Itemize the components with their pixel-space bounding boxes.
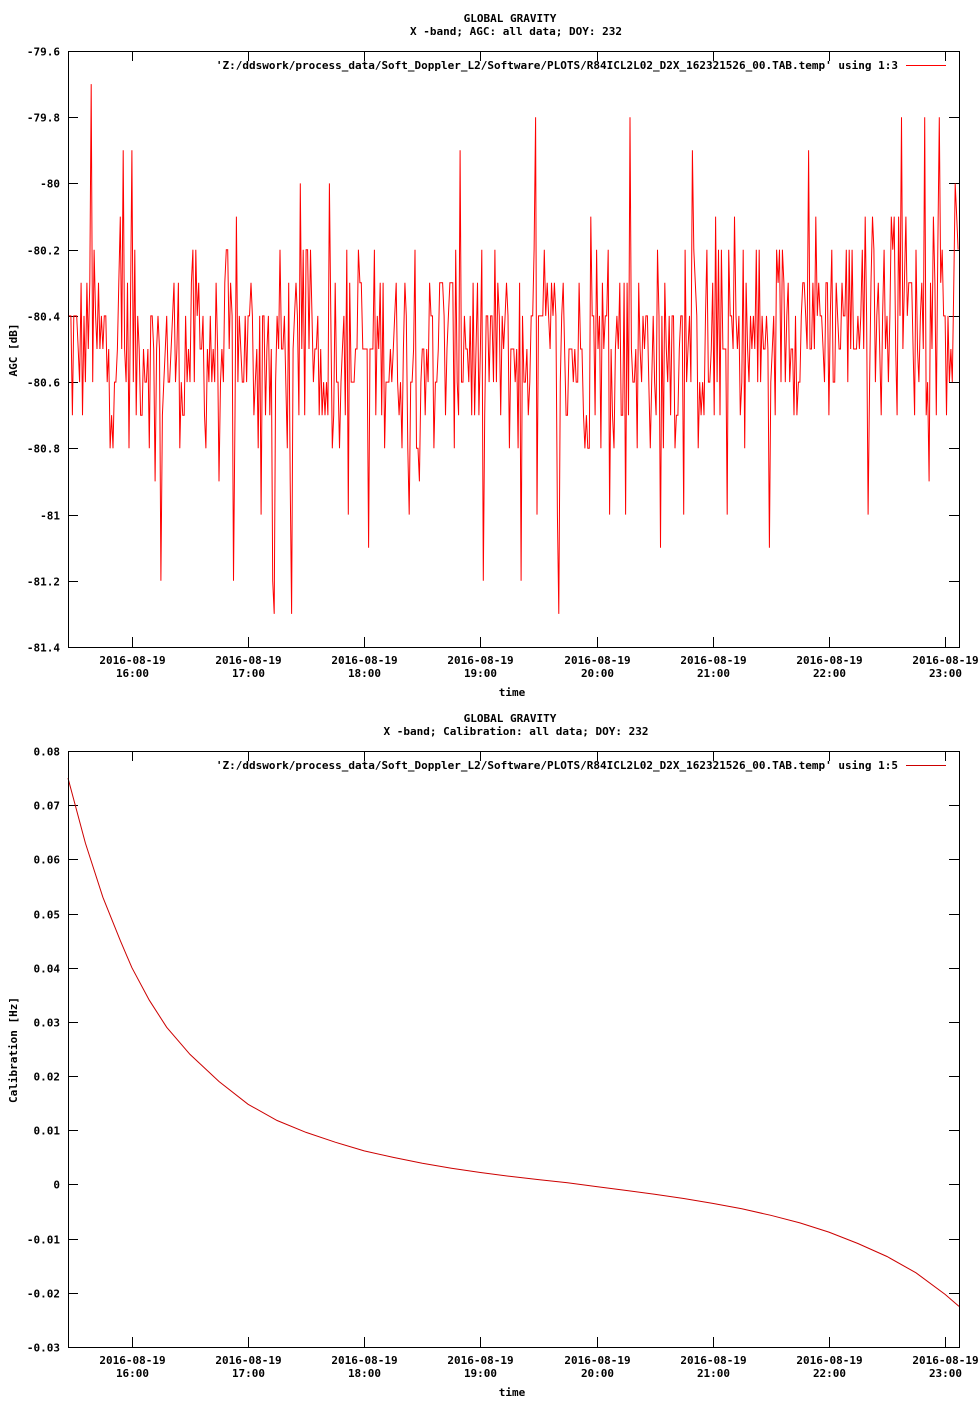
agc-x-tick-time: 21:00 [697, 667, 730, 680]
calibration-x-tick-date: 2016-08-19 [680, 1354, 746, 1367]
agc-x-axis-label: time [499, 686, 526, 699]
calibration-plot-border [68, 751, 960, 1348]
calibration-y-tick-label: 0.08 [34, 746, 61, 759]
calibration-x-tick-date: 2016-08-19 [331, 1354, 397, 1367]
agc-x-tick-time: 19:00 [464, 667, 497, 680]
calibration-x-tick-date: 2016-08-19 [447, 1354, 513, 1367]
agc-y-axis-label: AGC [dB] [7, 324, 20, 377]
agc-x-tick-time: 17:00 [232, 667, 265, 680]
calibration-panel: GLOBAL GRAVITY X -band; Calibration: all… [7, 712, 979, 1399]
agc-x-tick-date: 2016-08-19 [447, 654, 513, 667]
agc-x-tick-date: 2016-08-19 [564, 654, 630, 667]
calibration-y-tick-label: 0.07 [34, 800, 61, 813]
agc-y-tick-label: -81.2 [27, 576, 60, 589]
agc-chart-title: GLOBAL GRAVITY [464, 12, 557, 25]
agc-y-tick-label: -80.4 [27, 311, 60, 324]
calibration-y-tick-label: 0.02 [34, 1071, 61, 1084]
calibration-y-tick-label: -0.01 [27, 1234, 60, 1247]
calibration-y-axis-label-group: Calibration [Hz] [7, 997, 20, 1103]
agc-x-tick-time: 23:00 [929, 667, 962, 680]
calibration-y-tick-label: 0.03 [34, 1017, 61, 1030]
agc-y-axis-label-group: AGC [dB] [7, 324, 20, 377]
agc-legend-label: 'Z:/ddswork/process_data/Soft_Doppler_L2… [216, 59, 898, 72]
agc-y-tick-label: -80.8 [27, 443, 60, 456]
agc-plot-border [68, 51, 960, 648]
agc-x-ticks: 2016-08-1916:002016-08-1917:002016-08-19… [99, 51, 979, 680]
calibration-y-axis-label: Calibration [Hz] [7, 997, 20, 1103]
agc-y-tick-label: -80 [40, 178, 60, 191]
agc-x-tick-date: 2016-08-19 [680, 654, 746, 667]
calibration-y-tick-label: 0 [53, 1179, 60, 1192]
calibration-series [67, 777, 960, 1307]
agc-x-tick-date: 2016-08-19 [99, 654, 165, 667]
calibration-x-ticks: 2016-08-1916:002016-08-1917:002016-08-19… [99, 751, 979, 1380]
agc-x-tick-time: 16:00 [116, 667, 149, 680]
agc-x-tick-date: 2016-08-19 [331, 654, 397, 667]
calibration-chart-subtitle: X -band; Calibration: all data; DOY: 232 [384, 725, 649, 738]
calibration-y-tick-label: 0.01 [34, 1125, 61, 1138]
agc-x-tick-date: 2016-08-19 [215, 654, 281, 667]
calibration-x-tick-time: 23:00 [929, 1367, 962, 1380]
agc-series [68, 84, 959, 614]
agc-series-line [68, 84, 959, 614]
agc-x-tick-date: 2016-08-19 [796, 654, 862, 667]
agc-x-tick-time: 18:00 [348, 667, 381, 680]
calibration-x-tick-time: 19:00 [464, 1367, 497, 1380]
calibration-x-tick-date: 2016-08-19 [564, 1354, 630, 1367]
calibration-y-tick-label: -0.03 [27, 1342, 60, 1355]
calibration-x-tick-date: 2016-08-19 [99, 1354, 165, 1367]
agc-chart-subtitle: X -band; AGC: all data; DOY: 232 [410, 25, 622, 38]
calibration-x-tick-date: 2016-08-19 [215, 1354, 281, 1367]
agc-y-tick-label: -80.6 [27, 377, 60, 390]
agc-x-tick-date: 2016-08-19 [912, 654, 978, 667]
calibration-y-tick-label: -0.02 [27, 1288, 60, 1301]
agc-y-tick-label: -81.4 [27, 642, 60, 655]
calibration-y-tick-label: 0.04 [34, 963, 61, 976]
calibration-x-tick-date: 2016-08-19 [912, 1354, 978, 1367]
agc-x-tick-time: 20:00 [581, 667, 614, 680]
calibration-x-tick-date: 2016-08-19 [796, 1354, 862, 1367]
calibration-x-axis-label: time [499, 1386, 526, 1399]
calibration-x-tick-time: 16:00 [116, 1367, 149, 1380]
calibration-x-tick-time: 21:00 [697, 1367, 730, 1380]
calibration-y-tick-label: 0.06 [34, 854, 61, 867]
calibration-x-tick-time: 17:00 [232, 1367, 265, 1380]
calibration-legend: 'Z:/ddswork/process_data/Soft_Doppler_L2… [216, 759, 946, 772]
agc-x-tick-time: 22:00 [813, 667, 846, 680]
agc-legend: 'Z:/ddswork/process_data/Soft_Doppler_L2… [216, 59, 946, 72]
agc-panel: GLOBAL GRAVITY X -band; AGC: all data; D… [7, 12, 979, 699]
agc-y-tick-label: -81 [40, 510, 60, 523]
agc-y-tick-label: -80.2 [27, 245, 60, 258]
calibration-x-tick-time: 22:00 [813, 1367, 846, 1380]
calibration-x-tick-time: 20:00 [581, 1367, 614, 1380]
calibration-legend-label: 'Z:/ddswork/process_data/Soft_Doppler_L2… [216, 759, 898, 772]
agc-y-tick-label: -79.8 [27, 112, 60, 125]
calibration-y-ticks: 0.08 0.07 0.06 0.05 0.04 0.03 0.02 0.01 0 -0.01 -0… [27, 746, 959, 1355]
agc-y-tick-label: -79.6 [27, 46, 60, 59]
calibration-chart-title: GLOBAL GRAVITY [464, 712, 557, 725]
calibration-series-line [67, 777, 960, 1307]
calibration-y-tick-label: 0.05 [34, 909, 61, 922]
calibration-x-tick-time: 18:00 [348, 1367, 381, 1380]
